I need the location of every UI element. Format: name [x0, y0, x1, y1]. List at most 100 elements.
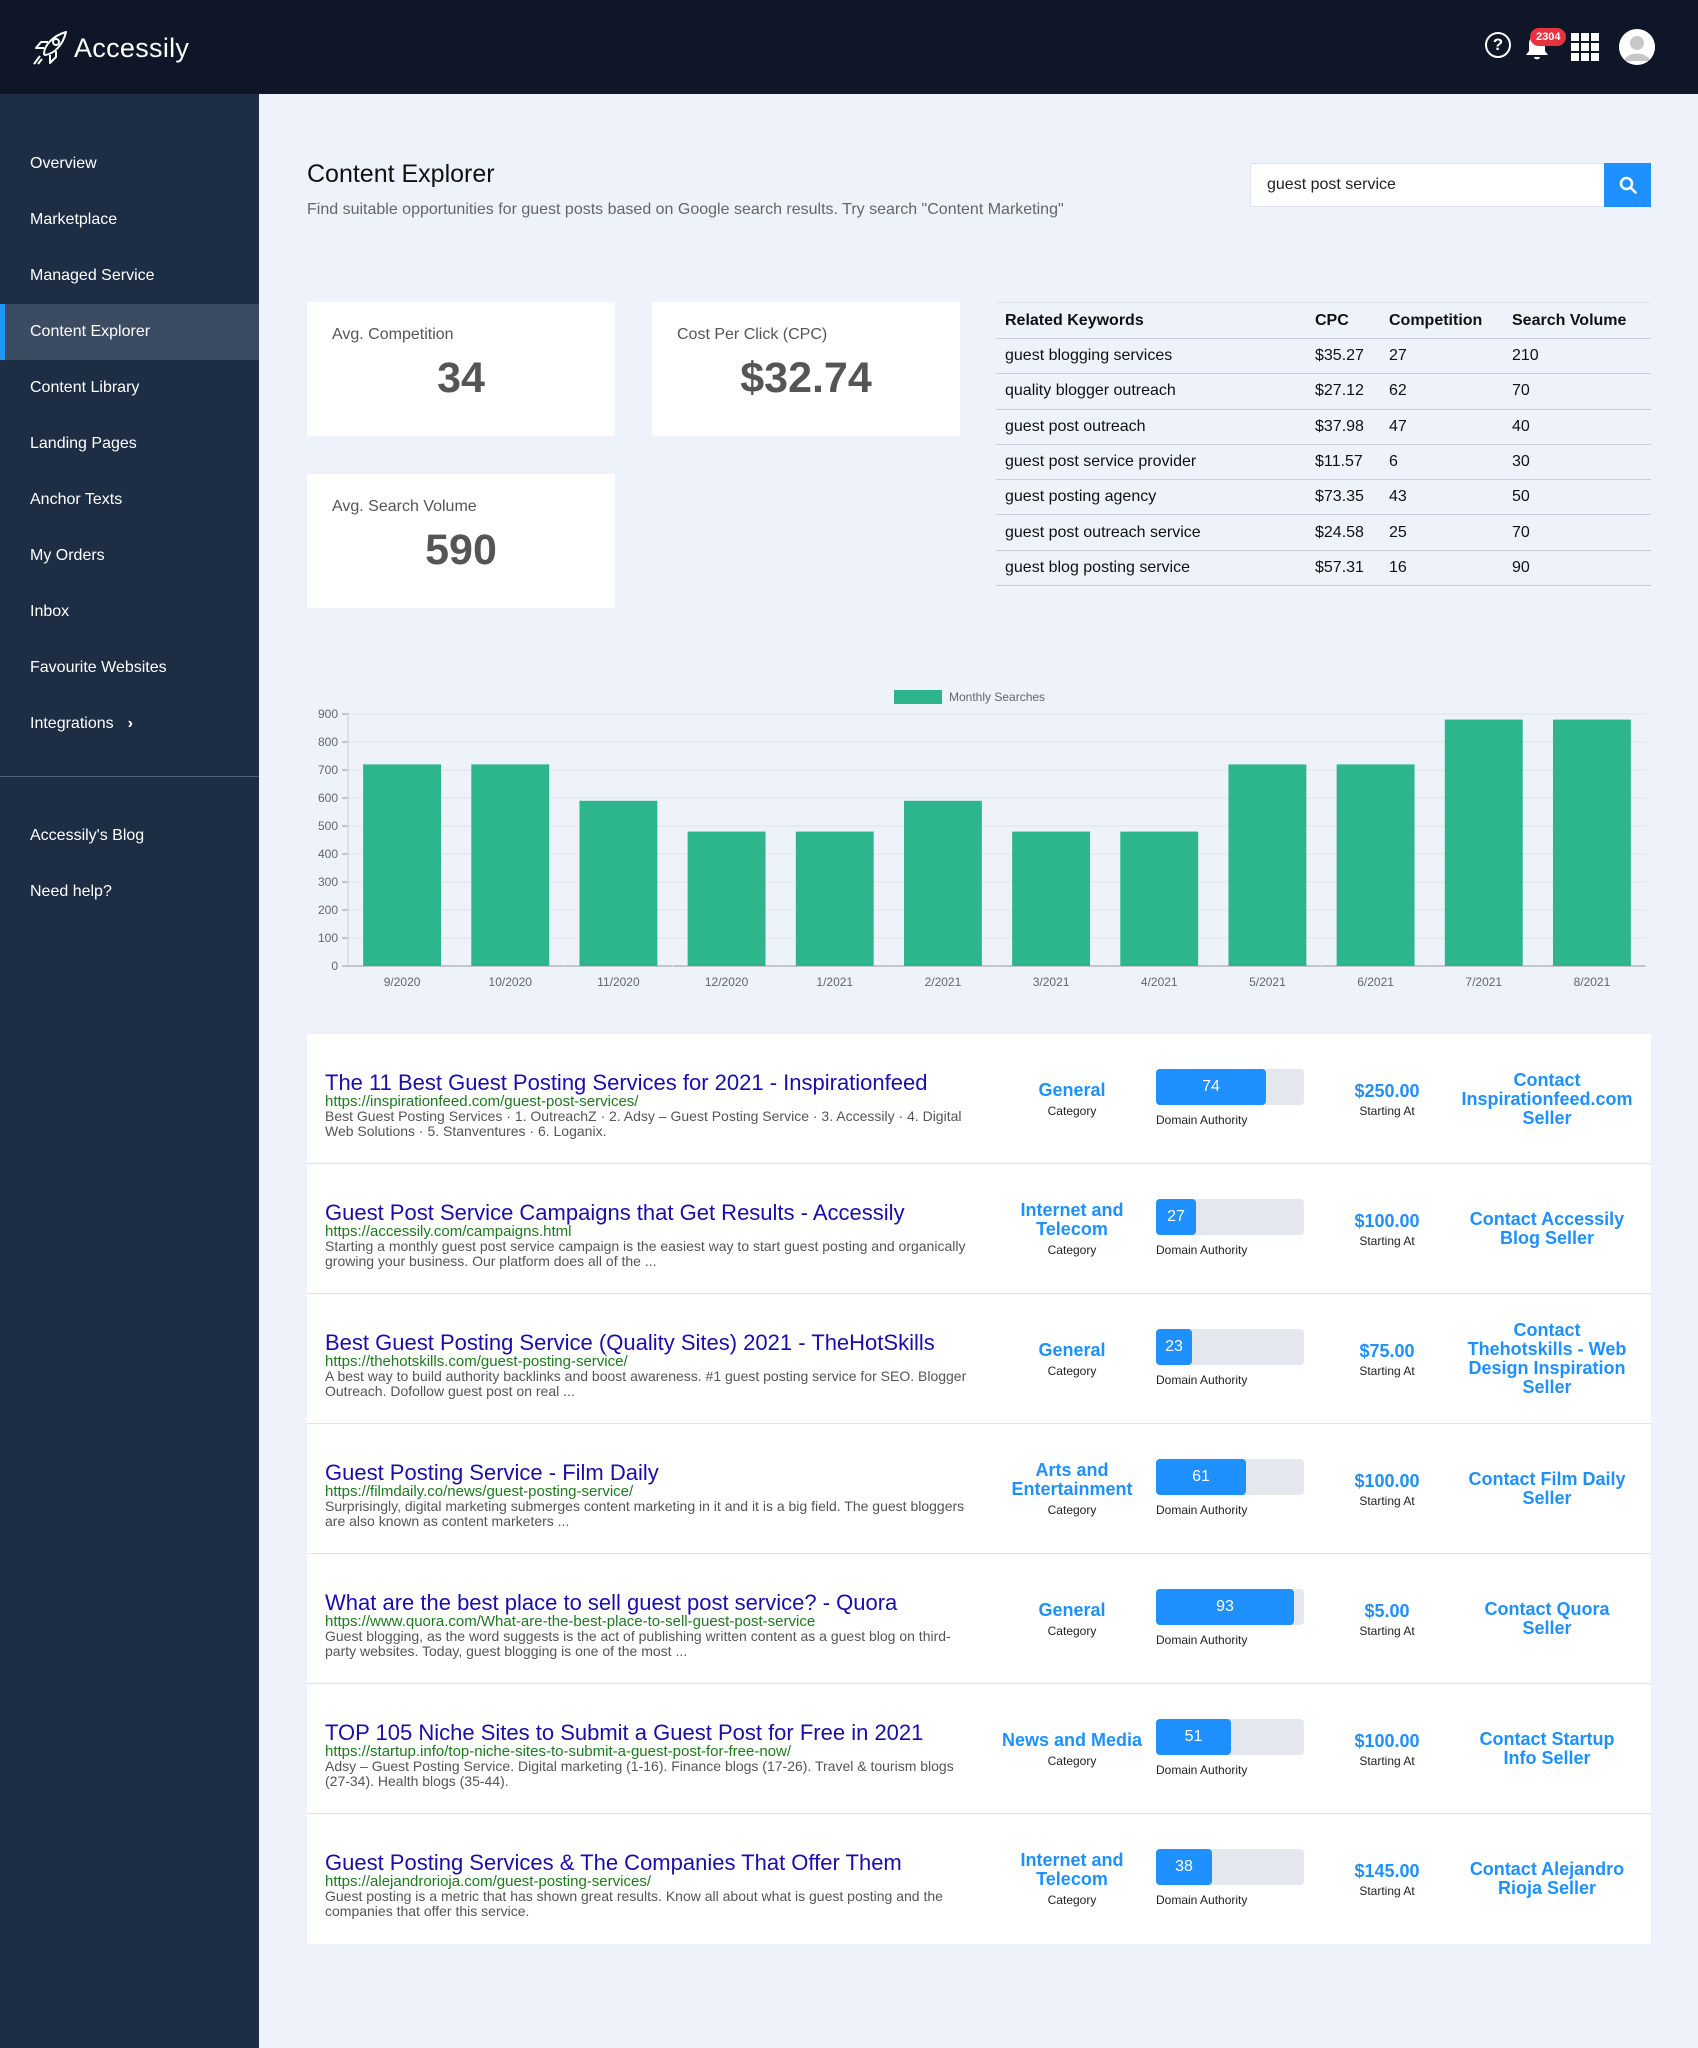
sidebar-item-marketplace[interactable]: Marketplace [0, 192, 259, 248]
table-cell: 62 [1380, 373, 1503, 410]
column-header: Competition [1380, 302, 1503, 339]
apps-grid-icon[interactable] [1571, 33, 1599, 61]
search-button[interactable] [1604, 163, 1651, 207]
domain-authority-bar: 93 [1156, 1589, 1304, 1625]
avatar[interactable] [1619, 29, 1655, 65]
result-url: https://www.quora.com/What-are-the-best-… [325, 1613, 816, 1630]
domain-authority-fill: 61 [1156, 1459, 1246, 1495]
table-cell: $73.35 [1306, 479, 1380, 516]
result-url: https://accessily.com/campaigns.html [325, 1223, 572, 1240]
sidebar-item-label: Inbox [30, 603, 70, 620]
table-cell: guest post service provider [996, 444, 1306, 481]
column-header: Related Keywords [996, 302, 1306, 339]
result-info: Guest Posting Services & The Companies T… [325, 1852, 975, 1919]
table-cell: 30 [1503, 444, 1651, 481]
contact-seller-link[interactable]: Contact Accessily Blog Seller [1469, 1209, 1625, 1248]
table-row: guest post outreach service $24.58 25 70 [996, 514, 1651, 551]
result-row: Best Guest Posting Service (Quality Site… [307, 1294, 1651, 1424]
stat-value: $32.74 [740, 354, 872, 402]
contact-seller-link[interactable]: Contact Thehotskills - Web Design Inspir… [1467, 1320, 1627, 1397]
domain-authority-fill: 93 [1156, 1589, 1294, 1625]
search-input[interactable] [1250, 163, 1604, 207]
category-name: Arts and Entertainment [1011, 1460, 1133, 1499]
price-label: Starting At [1359, 1363, 1415, 1378]
page-subtitle: Find suitable opportunities for guest po… [307, 201, 1064, 218]
stat-label: Avg. Competition [332, 326, 454, 343]
category-label: Category [1047, 1103, 1097, 1118]
result-url: https://inspirationfeed.com/guest-post-s… [325, 1093, 639, 1110]
sidebar-item-integrations[interactable]: Integrations › [0, 696, 259, 752]
x-tick-label: 3/2021 [1033, 975, 1070, 989]
table-cell: $11.57 [1306, 444, 1380, 481]
price-value: $100.00 [1354, 1210, 1420, 1231]
result-snippet: Adsy – Guest Posting Service. Digital ma… [325, 1758, 954, 1789]
stat-card-cpc: Cost Per Click (CPC) $32.74 [652, 302, 960, 436]
sidebar-item-overview[interactable]: Overview [0, 136, 259, 192]
contact-seller-link[interactable]: Contact Alejandro Rioja Seller [1469, 1859, 1625, 1898]
x-tick-label: 2/2021 [925, 975, 962, 989]
logo[interactable]: Accessily [30, 28, 189, 68]
contact-seller-link[interactable]: Contact Startup Info Seller [1479, 1729, 1615, 1768]
app-name: Accessily [74, 32, 190, 63]
sidebar-item-blog[interactable]: Accessily's Blog [0, 808, 259, 864]
related-keywords-table: Related Keywords CPC Competition Search … [996, 302, 1651, 587]
result-info: Guest Posting Service - Film Daily https:… [325, 1462, 975, 1529]
y-tick-label: 500 [318, 819, 338, 833]
result-row: Guest Posting Services & The Companies T… [307, 1814, 1651, 1944]
domain-authority-fill: 23 [1156, 1329, 1192, 1365]
table-row: guest blog posting service $57.31 16 90 [996, 550, 1651, 587]
result-snippet: Guest blogging, as the word suggests is … [325, 1628, 951, 1659]
sidebar-item-my-orders[interactable]: My Orders [0, 528, 259, 584]
sidebar-item-inbox[interactable]: Inbox [0, 584, 259, 640]
domain-authority-bar: 27 [1156, 1199, 1304, 1235]
sidebar-item-label: Overview [30, 155, 97, 172]
table-cell: 70 [1503, 373, 1651, 410]
table-cell: $27.12 [1306, 373, 1380, 410]
y-tick-label: 600 [318, 791, 338, 805]
sidebar-item-favourite-websites[interactable]: Favourite Websites [0, 640, 259, 696]
contact-seller-link[interactable]: Contact Quora Seller [1484, 1599, 1610, 1638]
domain-authority-bar: 61 [1156, 1459, 1304, 1495]
domain-authority-bar: 23 [1156, 1329, 1304, 1365]
result-row: Guest Post Service Campaigns that Get Re… [307, 1164, 1651, 1294]
sidebar-item-label: Accessily's Blog [30, 827, 145, 844]
chevron-right-icon: › [127, 715, 133, 732]
sidebar-item-landing-pages[interactable]: Landing Pages [0, 416, 259, 472]
result-title-link[interactable]: What are the best place to sell guest po… [325, 1590, 898, 1615]
price-label: Starting At [1359, 1493, 1415, 1508]
result-contact: Contact Inspirationfeed.com Seller [1461, 1034, 1633, 1164]
sidebar-item-need-help[interactable]: Need help? [0, 864, 259, 920]
result-title-link[interactable]: Guest Posting Services & The Companies T… [325, 1850, 902, 1875]
price-label: Starting At [1359, 1623, 1415, 1638]
result-title-link[interactable]: Best Guest Posting Service (Quality Site… [325, 1330, 935, 1355]
domain-authority-label: Domain Authority [1156, 1113, 1248, 1127]
table-header-row: Related Keywords CPC Competition Search … [996, 302, 1651, 339]
result-title-link[interactable]: TOP 105 Niche Sites to Submit a Guest Po… [325, 1720, 924, 1745]
sidebar-item-managed-service[interactable]: Managed Service [0, 248, 259, 304]
result-title-link[interactable]: Guest Posting Service - Film Daily [325, 1460, 659, 1485]
result-price: $100.00 Starting At [1317, 1684, 1457, 1814]
sidebar-item-anchor-texts[interactable]: Anchor Texts [0, 472, 259, 528]
sidebar-item-label: Integrations [30, 715, 114, 732]
help-icon[interactable]: ? [1485, 32, 1511, 58]
stat-label: Cost Per Click (CPC) [677, 326, 828, 343]
result-title-link[interactable]: Guest Post Service Campaigns that Get Re… [325, 1200, 905, 1225]
result-snippet: Surprisingly, digital marketing submerge… [325, 1498, 965, 1529]
y-tick-label: 800 [318, 735, 338, 749]
domain-authority: 23 Domain Authority [1156, 1329, 1306, 1387]
result-contact: Contact Accessily Blog Seller [1462, 1164, 1632, 1294]
category-name: Internet and Telecom [1020, 1850, 1124, 1889]
table-row: guest posting agency $73.35 43 50 [996, 479, 1651, 516]
table-cell: 40 [1503, 409, 1651, 445]
result-title-link[interactable]: The 11 Best Guest Posting Services for 2… [325, 1070, 928, 1095]
result-category: News and Media Category [987, 1684, 1157, 1814]
sidebar-item-label: Need help? [30, 883, 112, 900]
contact-seller-link[interactable]: Contact Inspirationfeed.com Seller [1461, 1069, 1633, 1128]
price-value: $145.00 [1354, 1860, 1420, 1881]
sidebar-item-content-explorer[interactable]: Content Explorer [0, 304, 259, 360]
table-cell: guest posting agency [996, 479, 1306, 516]
result-category: General Category [987, 1034, 1157, 1164]
sidebar-item-content-library[interactable]: Content Library [0, 360, 259, 416]
contact-seller-link[interactable]: Contact Film Daily Seller [1468, 1469, 1626, 1508]
x-tick-label: 10/2020 [489, 975, 533, 989]
